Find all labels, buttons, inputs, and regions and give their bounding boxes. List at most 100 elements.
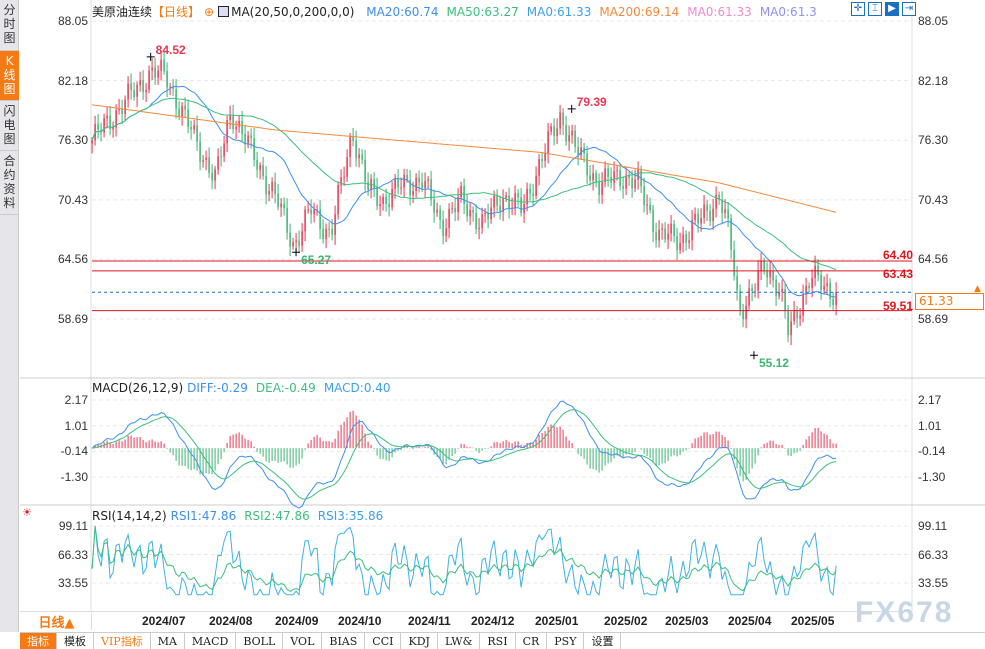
macd-tick-right: -0.14 <box>918 444 946 459</box>
candle-body <box>754 290 756 292</box>
candle-body <box>829 283 831 299</box>
candle-body <box>538 159 540 176</box>
indicator-tab[interactable]: 设置 <box>584 633 622 649</box>
candle-body <box>769 271 771 278</box>
candle-body <box>580 147 582 156</box>
rsi-tick-right: 66.33 <box>918 547 949 562</box>
tab-contract-info[interactable]: 合约资料 <box>0 151 19 215</box>
candle-body <box>763 260 765 271</box>
indicator-tab[interactable]: CCI <box>365 633 402 649</box>
candle-body <box>637 169 639 180</box>
candle-body <box>481 214 483 229</box>
candle-body <box>277 193 279 208</box>
candle-body <box>346 157 348 177</box>
candle-body <box>616 170 618 172</box>
candle-body <box>418 177 420 183</box>
candle-body <box>184 105 186 110</box>
ma-value: MA0:61.33 <box>526 5 592 19</box>
candle-body <box>259 165 261 170</box>
candle-body <box>748 288 750 306</box>
candle-body <box>142 80 144 93</box>
candle-body <box>820 275 822 290</box>
tab-timeshare[interactable]: 分时图 <box>0 0 19 51</box>
indicator-icon[interactable] <box>218 6 230 17</box>
candle-body <box>307 209 309 211</box>
candle-body <box>337 185 339 215</box>
candle-body <box>109 115 111 130</box>
candle-body <box>796 310 798 319</box>
candle-body <box>706 204 708 211</box>
indicator-tab[interactable]: MA <box>151 633 185 649</box>
period-tag: 【日线】 <box>152 5 201 19</box>
indicator-tab[interactable]: PSY <box>547 633 585 649</box>
candle-body <box>721 199 723 214</box>
macd-tick-right: -1.30 <box>918 470 946 484</box>
range-icon[interactable]: ⌶ <box>868 2 882 16</box>
candle-body <box>793 310 795 322</box>
macd-tick-left: 2.17 <box>64 393 88 407</box>
candle-body <box>496 195 498 206</box>
candle-body <box>823 285 825 290</box>
candle-body <box>433 199 435 213</box>
exit-icon[interactable]: ⇥ <box>902 2 916 16</box>
candle-body <box>757 270 759 291</box>
tab-kline[interactable]: K线图 <box>0 51 19 101</box>
indicator-tab[interactable]: BOLL <box>236 633 284 649</box>
candle-body <box>607 168 609 177</box>
main-legend: 美原油连续【日线】 ⊕ MA(20,50,0,200,0,0) MA20:60.74… <box>92 3 833 20</box>
indicator-tab[interactable]: BIAS <box>322 633 366 649</box>
candle-body <box>361 154 363 160</box>
extreme-marker <box>292 248 301 257</box>
rsi-settings-icon[interactable]: ☀ <box>22 506 32 519</box>
candle-body <box>817 265 819 276</box>
expand-up-icon[interactable]: ▲ <box>974 284 981 294</box>
candle-body <box>652 210 654 233</box>
indicator-tab[interactable]: MACD <box>185 633 237 649</box>
indicator-tab[interactable]: VIP指标 <box>94 633 151 649</box>
candle-body <box>469 209 471 217</box>
indicator-tab[interactable]: CR <box>516 633 548 649</box>
rsi3-value: RSI3:35.86 <box>317 509 384 523</box>
candle-body <box>229 114 231 121</box>
indicator-tabs: 指标 模板 VIP指标 MA MACD BOLL VOL BIAS CCI KDJ LW& RSI CR… <box>20 632 985 649</box>
indicator-tab[interactable]: KDJ <box>401 633 438 649</box>
candle-body <box>466 203 468 217</box>
rsi1-line <box>91 526 837 597</box>
candle-body <box>103 118 105 133</box>
add-icon[interactable]: ⊕ <box>204 5 215 19</box>
candle-body <box>649 204 651 211</box>
crosshair-icon[interactable]: ✛ <box>851 2 865 16</box>
candle-body <box>328 228 330 230</box>
candle-body <box>451 208 453 210</box>
ma-value: MA0:61.33 <box>687 5 752 19</box>
candle-body <box>133 90 135 97</box>
period-selector[interactable]: 日线▲ <box>22 612 92 631</box>
candle-body <box>739 290 741 310</box>
date-tick: 2025/02 <box>604 614 648 628</box>
indicator-tab[interactable]: LW& <box>438 633 481 649</box>
chart-canvas[interactable] <box>0 0 985 611</box>
indicator-tab[interactable]: VOL <box>283 633 323 649</box>
candle-body <box>535 175 537 196</box>
indicator-tab[interactable]: RSI <box>480 633 516 649</box>
candle-body <box>799 315 801 319</box>
candle-body <box>373 179 375 188</box>
date-tick: 2024/09 <box>275 614 319 628</box>
play-icon[interactable]: ▶ <box>885 2 899 16</box>
candle-body <box>544 153 546 161</box>
indicator-tab[interactable]: 模板 <box>57 633 94 649</box>
price-tick-left: 58.69 <box>57 312 88 326</box>
tab-flash[interactable]: 闪电图 <box>0 101 19 151</box>
date-axis: 2024/07 2024/08 2024/09 2024/10 2024/11 2024/… <box>20 611 910 631</box>
indicator-tab[interactable]: 指标 <box>20 633 57 649</box>
macd-diff-line <box>91 400 837 509</box>
macd-title: MACD(26,12,9) <box>92 381 184 395</box>
candle-body <box>352 136 354 141</box>
ma-value: MA0:61.3 <box>759 5 817 19</box>
candle-body <box>112 127 114 130</box>
sidebar: 分时图 K线图 闪电图 合约资料 <box>0 0 19 632</box>
candle-body <box>148 70 150 90</box>
candle-body <box>595 172 597 182</box>
candle-body <box>478 228 480 230</box>
candle-body <box>658 229 660 241</box>
